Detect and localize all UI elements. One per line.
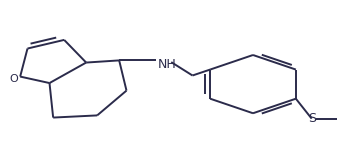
Text: S: S [308,112,316,125]
Text: O: O [9,74,18,84]
Text: NH: NH [157,58,176,71]
